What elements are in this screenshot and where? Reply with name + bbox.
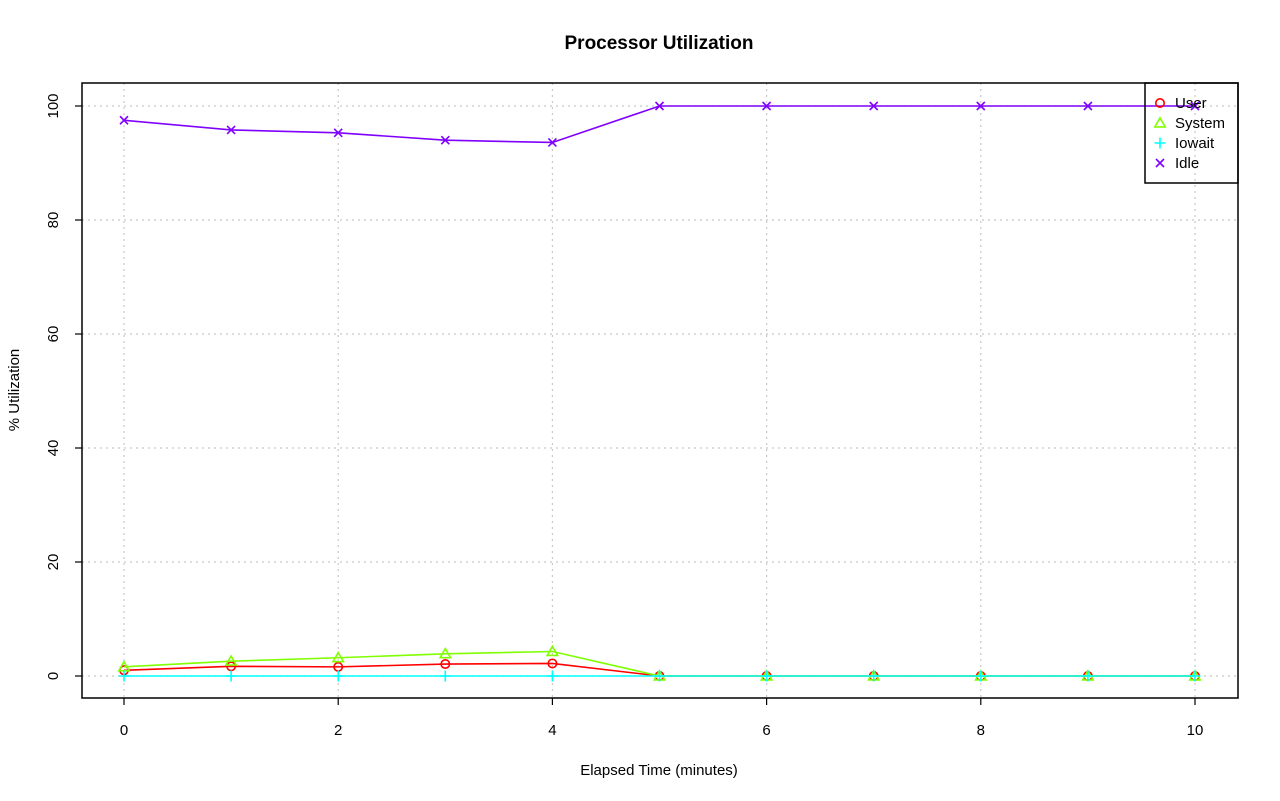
legend-marker-iowait xyxy=(1154,137,1166,149)
point-iowait xyxy=(225,670,237,682)
legend-label-idle: Idle xyxy=(1175,155,1199,172)
point-idle xyxy=(547,137,557,148)
legend-marker-user xyxy=(1155,98,1166,109)
point-system xyxy=(545,644,559,657)
x-tick-label: 6 xyxy=(762,722,770,739)
x-tick-label: 8 xyxy=(977,722,985,739)
point-idle xyxy=(1190,101,1200,111)
y-tick-label: 40 xyxy=(45,440,62,457)
series-idle xyxy=(119,101,1200,148)
x-tick-label: 4 xyxy=(548,722,556,739)
point-iowait xyxy=(975,670,987,682)
series-iowait xyxy=(118,670,1201,682)
point-iowait xyxy=(868,670,880,682)
legend-label-system: System xyxy=(1175,115,1225,132)
series-layer xyxy=(117,101,1202,682)
point-iowait xyxy=(1082,670,1094,682)
point-iowait xyxy=(654,670,665,682)
legend-marker-idle xyxy=(1155,158,1165,168)
x-axis: 0 2 4 6 8 10 xyxy=(120,698,1204,739)
point-idle xyxy=(226,125,236,135)
series-line-idle xyxy=(123,105,1195,144)
point-system xyxy=(224,654,238,666)
point-idle xyxy=(976,101,986,111)
point-system xyxy=(331,650,345,663)
legend-box xyxy=(1144,82,1239,184)
y-tick-label: 60 xyxy=(45,326,62,343)
y-tick-label: 80 xyxy=(45,212,62,229)
legend-label-user: User xyxy=(1175,95,1207,112)
y-axis: 0 20 40 60 80 100 xyxy=(45,93,82,680)
x-tick-label: 2 xyxy=(334,722,342,739)
point-idle xyxy=(119,115,129,125)
point-user xyxy=(440,659,451,670)
y-tick-label: 0 xyxy=(45,672,62,680)
y-tick-label: 20 xyxy=(45,554,62,571)
point-iowait xyxy=(1189,670,1201,682)
point-idle xyxy=(1083,101,1093,111)
y-axis-label: % Utilization xyxy=(6,349,23,432)
legend: User System Iowait Idle xyxy=(1144,82,1239,184)
x-tick-label: 10 xyxy=(1187,722,1204,739)
point-user xyxy=(547,658,558,669)
y-tick-label: 100 xyxy=(45,93,62,118)
point-iowait xyxy=(439,670,451,682)
legend-marker-system xyxy=(1153,116,1167,128)
point-idle xyxy=(440,135,450,145)
x-tick-label: 0 xyxy=(120,722,128,739)
point-iowait xyxy=(118,670,130,682)
point-iowait xyxy=(332,670,344,682)
legend-label-iowait: Iowait xyxy=(1175,135,1215,152)
point-idle xyxy=(333,128,343,138)
plot-frame xyxy=(81,82,1239,699)
grid-lines xyxy=(82,83,1238,698)
point-idle xyxy=(762,101,772,111)
point-system xyxy=(438,646,452,659)
point-idle xyxy=(654,101,665,111)
x-axis-label: Elapsed Time (minutes) xyxy=(580,762,738,779)
chart-title: Processor Utilization xyxy=(565,33,754,54)
point-idle xyxy=(869,101,879,111)
point-iowait xyxy=(546,670,558,682)
point-iowait xyxy=(761,670,773,682)
